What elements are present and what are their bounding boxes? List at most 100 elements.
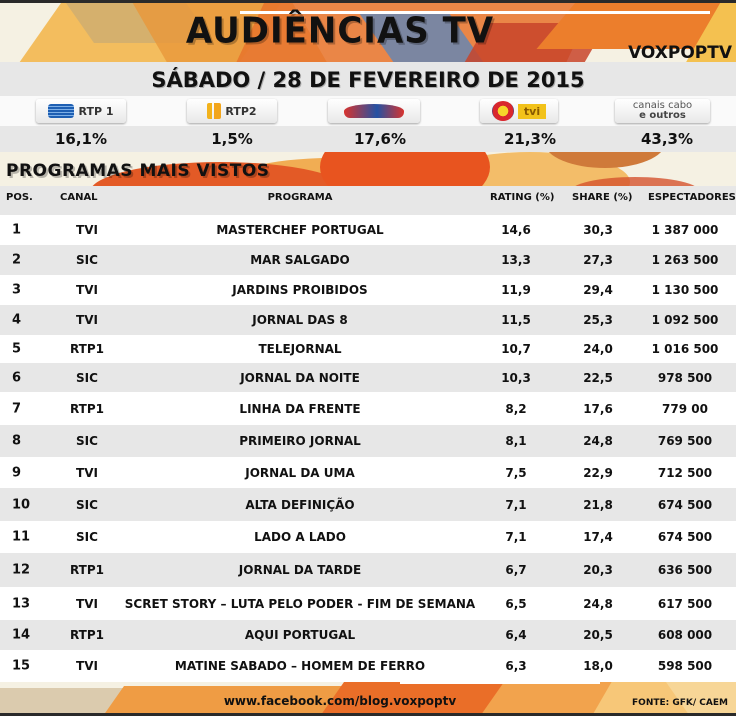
table-row: 5 RTP1 TELEJORNAL 10,7 24,0 1 016 500 bbox=[0, 335, 736, 363]
table-row: 12 RTP1 JORNAL DA TARDE 6,7 20,3 636 500 bbox=[0, 553, 736, 587]
row-programa: MASTERCHEF PORTUGAL bbox=[216, 223, 384, 237]
row-programa: SCRET STORY – LUTA PELO PODER - FIM DE S… bbox=[124, 596, 476, 611]
row-canal: TVI bbox=[76, 596, 98, 611]
table-row: 1 TVI MASTERCHEF PORTUGAL 14,6 30,3 1 387 000 bbox=[0, 215, 736, 245]
row-pos: 9 bbox=[12, 465, 22, 480]
row-pos: 7 bbox=[12, 401, 22, 416]
row-canal: SIC bbox=[76, 253, 98, 267]
table-row: 11 SIC LADO A LADO 7,1 17,4 674 500 bbox=[0, 521, 736, 553]
row-rating: 8,2 bbox=[505, 401, 527, 416]
row-espectadores: 1 130 500 bbox=[651, 283, 719, 297]
programs-title: PROGRAMAS MAIS VISTOS bbox=[6, 161, 270, 181]
share-tvi: 21,3% bbox=[503, 130, 557, 148]
row-programa: ALTA DEFINIÇÃO bbox=[245, 497, 355, 512]
row-share: 30,3 bbox=[583, 223, 613, 237]
row-espectadores: 1 092 500 bbox=[651, 313, 719, 327]
share-rtp2: 1,5% bbox=[211, 130, 253, 148]
row-pos: 2 bbox=[12, 252, 22, 268]
row-rating: 10,7 bbox=[501, 342, 531, 356]
cabo-logo: canais cabo e outros bbox=[615, 99, 710, 123]
table-row: 9 TVI JORNAL DA UMA 7,5 22,9 712 500 bbox=[0, 457, 736, 488]
brand-name: VOXPOPTV bbox=[628, 43, 732, 62]
row-share: 29,4 bbox=[583, 283, 613, 297]
row-canal: SIC bbox=[76, 434, 98, 448]
row-espectadores: 1 263 500 bbox=[651, 253, 719, 267]
table-row: 7 RTP1 LINHA DA FRENTE 8,2 17,6 779 00 bbox=[0, 392, 736, 425]
data-source: FONTE: GFK/ CAEM bbox=[632, 698, 728, 708]
row-rating: 10,3 bbox=[501, 370, 531, 385]
row-canal: TVI bbox=[76, 659, 98, 673]
row-share: 20,3 bbox=[583, 563, 613, 577]
table-row: 4 TVI JORNAL DAS 8 11,5 25,3 1 092 500 bbox=[0, 305, 736, 335]
row-canal: RTP1 bbox=[69, 401, 105, 416]
tvi-logo-text: tvi bbox=[517, 103, 547, 119]
row-canal: RTP1 bbox=[69, 628, 105, 642]
page-title: AUDIÊNCIAS TV bbox=[185, 10, 495, 52]
row-rating: 11,5 bbox=[501, 313, 531, 327]
table-row: 10 SIC ALTA DEFINIÇÃO 7,1 21,8 674 500 bbox=[0, 488, 736, 521]
row-share: 17,4 bbox=[583, 530, 613, 544]
row-pos: 12 bbox=[12, 562, 31, 578]
header-banner: AUDIÊNCIAS TV VOXPOPTV bbox=[0, 0, 736, 62]
row-programa: JORNAL DA NOITE bbox=[240, 370, 360, 385]
row-rating: 11,9 bbox=[501, 283, 531, 297]
row-rating: 6,4 bbox=[505, 628, 527, 642]
row-programa: JORNAL DAS 8 bbox=[252, 313, 348, 327]
table-row: 6 SIC JORNAL DA NOITE 10,3 22,5 978 500 bbox=[0, 363, 736, 392]
row-canal: TVI bbox=[76, 313, 98, 327]
row-pos: 6 bbox=[12, 370, 22, 385]
programs-banner: PROGRAMAS MAIS VISTOS bbox=[0, 152, 736, 186]
row-rating: 13,3 bbox=[501, 253, 531, 267]
row-pos: 4 bbox=[12, 312, 22, 328]
row-canal: SIC bbox=[76, 497, 98, 512]
row-canal: RTP1 bbox=[69, 563, 105, 577]
col-rating: RATING (%) bbox=[490, 192, 555, 203]
row-share: 22,5 bbox=[583, 370, 613, 385]
row-canal: TVI bbox=[76, 283, 98, 297]
row-pos: 1 bbox=[12, 222, 22, 238]
row-espectadores: 598 500 bbox=[657, 659, 713, 673]
share-cabo: 43,3% bbox=[640, 130, 694, 148]
row-share: 20,5 bbox=[583, 628, 613, 642]
share-rtp1: 16,1% bbox=[54, 130, 108, 148]
rtp1-logo-text: RTP 1 bbox=[78, 104, 114, 118]
row-rating: 8,1 bbox=[505, 434, 527, 448]
channel-shares: 16,1% 1,5% 17,6% 21,3% 43,3% bbox=[0, 126, 736, 152]
row-pos: 10 bbox=[12, 497, 31, 512]
row-pos: 14 bbox=[12, 627, 31, 643]
col-pos: POS. bbox=[6, 192, 33, 203]
row-espectadores: 712 500 bbox=[657, 465, 713, 480]
row-espectadores: 769 500 bbox=[657, 434, 713, 448]
row-espectadores: 1 016 500 bbox=[651, 342, 719, 356]
channel-logos: RTP 1 RTP2 tvi canais cabo e outros bbox=[0, 96, 736, 126]
row-rating: 6,5 bbox=[505, 596, 527, 611]
facebook-link[interactable]: www.facebook.com/blog.voxpoptv bbox=[223, 694, 457, 708]
table-row: 13 TVI SCRET STORY – LUTA PELO PODER - FIM… bbox=[0, 587, 736, 620]
row-canal: TVI bbox=[76, 223, 98, 237]
row-share: 24,8 bbox=[583, 434, 613, 448]
row-programa: AQUI PORTUGAL bbox=[244, 628, 356, 642]
row-rating: 7,5 bbox=[505, 465, 527, 480]
row-rating: 7,1 bbox=[505, 497, 527, 512]
row-programa: LINHA DA FRENTE bbox=[239, 401, 361, 416]
row-espectadores: 779 00 bbox=[662, 401, 708, 416]
table-row: 8 SIC PRIMEIRO JORNAL 8,1 24,8 769 500 bbox=[0, 425, 736, 457]
rtp2-logo: RTP2 bbox=[187, 99, 277, 123]
row-share: 24,0 bbox=[583, 342, 613, 356]
sic-logo bbox=[328, 99, 420, 123]
row-pos: 15 bbox=[12, 658, 31, 674]
col-espectadores: ESPECTADORES bbox=[648, 192, 736, 203]
share-sic: 17,6% bbox=[353, 130, 407, 148]
date-heading: SÁBADO / 28 DE FEVEREIRO DE 2015 bbox=[0, 62, 736, 96]
table-row: 15 TVI MATINE SABADO – HOMEM DE FERRO 6,3 18… bbox=[0, 650, 736, 682]
row-espectadores: 674 500 bbox=[657, 530, 713, 544]
col-programa: PROGRAMA bbox=[267, 192, 333, 203]
row-espectadores: 608 000 bbox=[657, 628, 713, 642]
row-pos: 13 bbox=[12, 596, 31, 611]
row-canal: TVI bbox=[76, 465, 98, 480]
table-body: 1 TVI MASTERCHEF PORTUGAL 14,6 30,3 1 387 000… bbox=[0, 215, 736, 682]
row-pos: 3 bbox=[12, 282, 22, 298]
col-share: SHARE (%) bbox=[572, 192, 633, 203]
row-share: 22,9 bbox=[583, 465, 613, 480]
decor-shape bbox=[570, 177, 700, 186]
